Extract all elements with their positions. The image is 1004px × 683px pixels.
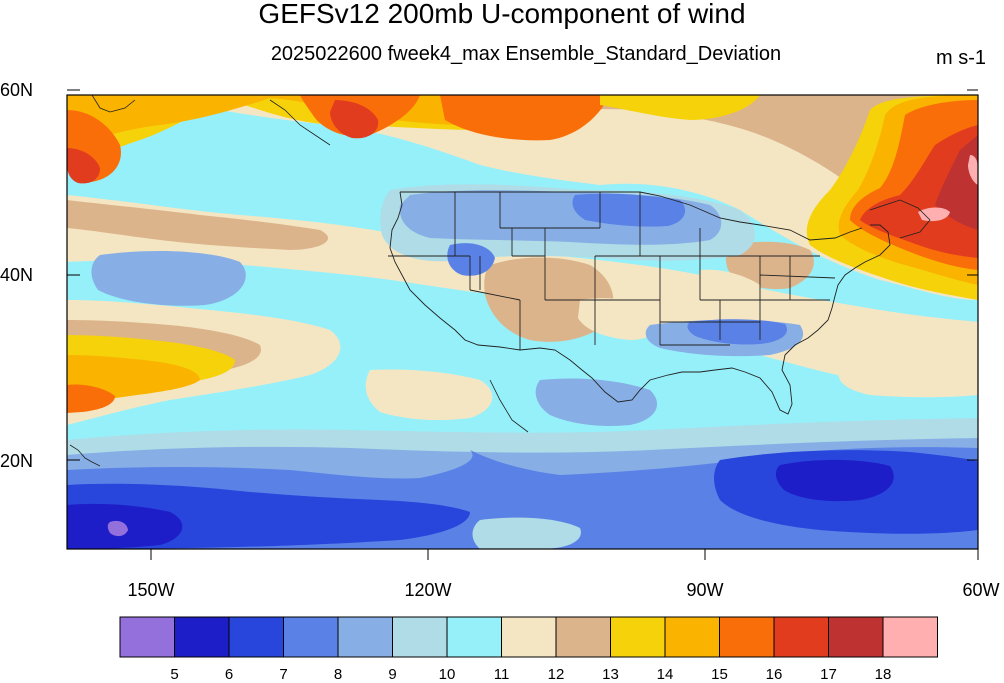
- field-red-nw: [67, 148, 100, 184]
- field-lightcyan-southcentral: [472, 517, 581, 549]
- colorbar-swatch: [337, 616, 393, 658]
- field-red-ne: [860, 125, 978, 258]
- colorbar-swatch: [119, 616, 175, 658]
- field-tan-west: [67, 200, 329, 250]
- colorbar-label: 12: [547, 666, 565, 683]
- field-darkblue-southeast: [775, 459, 894, 502]
- lat-label-60n: 60N: [0, 80, 34, 100]
- colorbar-label: 16: [765, 666, 783, 683]
- colorbar-label: 14: [656, 666, 674, 683]
- colorbar-label: 18: [874, 666, 892, 683]
- colorbar-label: 10: [438, 666, 456, 683]
- colorbar-label: 9: [388, 666, 397, 683]
- lon-label-120w: 120W: [404, 580, 452, 600]
- lat-label-20n: 20N: [0, 451, 34, 471]
- colorbar-swatch: [773, 616, 829, 658]
- colorbar-swatch: [610, 616, 666, 658]
- colorbar-swatch: [174, 616, 230, 658]
- field-darkorange-pacific: [67, 384, 115, 413]
- map-subtitle: 2025022600 fweek4_max Ensemble_Standard_…: [270, 43, 782, 65]
- colorbar-swatch: [228, 616, 284, 658]
- field-lightblue-pacific: [91, 250, 246, 306]
- colorbar: [119, 616, 938, 658]
- lon-label-150w: 150W: [127, 580, 175, 600]
- field-yellow-canada: [600, 95, 760, 120]
- colorbar-swatch: [828, 616, 884, 658]
- colorbar-swatch: [664, 616, 720, 658]
- field-lightblue-gulf: [535, 378, 658, 426]
- lon-label-90w: 90W: [686, 580, 724, 600]
- field-red-gulf: [330, 100, 379, 139]
- units-label: m s-1: [936, 47, 986, 69]
- colorbar-label: 6: [224, 666, 234, 683]
- colorbar-label: 17: [820, 666, 837, 683]
- contour-field: [67, 95, 978, 549]
- field-darkorange-canada: [440, 95, 610, 141]
- field-pink-ne: [918, 207, 950, 222]
- colorbar-swatch: [719, 616, 775, 658]
- colorbar-label: 13: [602, 666, 619, 683]
- axis-ticks: [67, 89, 979, 560]
- colorbar-label: 5: [170, 666, 179, 683]
- field-mediumblue-southeast: [687, 319, 788, 345]
- field-orange-nw: [67, 95, 540, 150]
- lon-label-60w: 60W: [962, 580, 1000, 600]
- field-cream-mexico: [365, 369, 493, 420]
- lat-label-40n: 40N: [0, 265, 34, 285]
- field-darkred-ne: [935, 135, 978, 230]
- map-title: GEFSv12 200mb U-component of wind: [258, 0, 746, 29]
- colorbar-swatch: [446, 616, 502, 658]
- field-cream-plains: [578, 298, 661, 340]
- field-lavender-spot: [107, 520, 128, 537]
- coastlines: [69, 95, 931, 467]
- field-pink-east: [968, 155, 978, 185]
- field-mediumblue-plains: [572, 193, 686, 227]
- colorbar-label: 8: [333, 666, 343, 683]
- colorbar-swatch: [283, 616, 339, 658]
- field-cream-atlantic: [838, 355, 978, 398]
- field-tan-ohio: [725, 241, 814, 290]
- colorbar-swatch: [501, 616, 557, 658]
- colorbar-swatch: [555, 616, 611, 658]
- field-cream-ohio: [698, 269, 761, 304]
- colorbar-label: 15: [711, 666, 728, 683]
- colorbar-swatch: [882, 616, 938, 658]
- plot-frame: [66, 94, 979, 550]
- us-borders: [388, 191, 891, 415]
- field-cream-north: [67, 95, 978, 300]
- colorbar-swatch: [392, 616, 448, 658]
- colorbar-label: 11: [493, 666, 510, 683]
- field-mediumblue-greatbasin: [447, 243, 495, 276]
- colorbar-label: 7: [279, 666, 288, 683]
